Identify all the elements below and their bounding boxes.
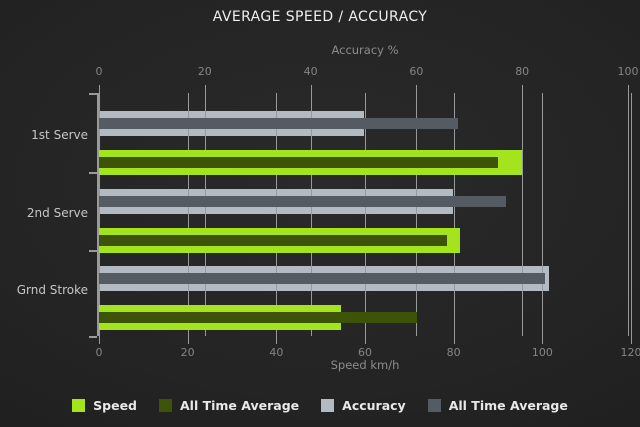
speed-gridline xyxy=(542,93,544,344)
speed-gridline xyxy=(630,93,632,344)
legend-swatch-icon xyxy=(427,399,441,412)
legend-item: All Time Average xyxy=(159,398,299,413)
speed-tick-label: 60 xyxy=(357,346,372,359)
legend-label: All Time Average xyxy=(448,398,568,413)
speed-tick-label: 80 xyxy=(446,346,461,359)
legend-label: All Time Average xyxy=(180,398,300,413)
speed-tick-label: 100 xyxy=(531,346,553,359)
legend-swatch-icon xyxy=(159,399,172,412)
legend-swatch-icon xyxy=(72,399,86,412)
legend-item: All Time Average xyxy=(427,398,568,413)
accuracy-tick-label: 40 xyxy=(303,65,318,78)
speed-tick-label: 40 xyxy=(269,346,284,359)
accuracy-gridline xyxy=(416,85,418,336)
y-axis-tick xyxy=(89,172,97,174)
bar-speed-alltime xyxy=(99,157,498,168)
accuracy-gridline xyxy=(628,85,629,336)
bar-speed-alltime xyxy=(99,234,447,246)
accuracy-gridline xyxy=(204,85,206,336)
speed-gridline xyxy=(364,93,366,344)
speed-gridline xyxy=(99,93,100,344)
bar-accuracy-alltime xyxy=(99,118,459,129)
y-axis-tick xyxy=(89,250,97,252)
accuracy-tick-label: 60 xyxy=(409,65,424,78)
speed-tick-label: 20 xyxy=(180,346,195,359)
y-axis-tick xyxy=(89,93,97,95)
legend-item: Accuracy xyxy=(321,398,406,413)
accuracy-gridline xyxy=(522,85,524,336)
bar-accuracy-alltime xyxy=(99,195,507,207)
bar-accuracy-alltime xyxy=(99,273,545,284)
category-label: Grnd Stroke xyxy=(16,283,88,297)
speed-gridline xyxy=(276,93,278,344)
accuracy-tick-label: 20 xyxy=(197,65,212,78)
legend: Speed All Time Average Accuracy All Time Av… xyxy=(0,398,640,413)
top-axis-label: Accuracy % xyxy=(331,43,399,57)
category-label: 1st Serve xyxy=(31,128,88,142)
bar-speed-alltime xyxy=(99,312,417,323)
y-axis-tick xyxy=(89,336,97,338)
category-label: 2nd Serve xyxy=(26,205,88,220)
speed-gridline xyxy=(453,93,455,344)
speed-tick-label: 0 xyxy=(95,346,103,359)
accuracy-tick-label: 80 xyxy=(515,65,530,78)
bottom-axis-label: Speed km/h xyxy=(330,358,400,372)
y-axis-line xyxy=(97,93,99,336)
speed-tick-label: 120 xyxy=(620,346,640,359)
chart-title: AVERAGE SPEED / ACCURACY xyxy=(212,9,428,25)
legend-label: Accuracy xyxy=(342,398,406,413)
accuracy-tick-label: 100 xyxy=(617,65,639,78)
accuracy-gridline xyxy=(310,85,312,336)
legend-label: Speed xyxy=(93,398,137,413)
speed-gridline xyxy=(187,93,189,344)
legend-swatch-icon xyxy=(321,399,335,412)
accuracy-tick-label: 0 xyxy=(95,65,103,78)
legend-item: Speed xyxy=(72,398,137,413)
